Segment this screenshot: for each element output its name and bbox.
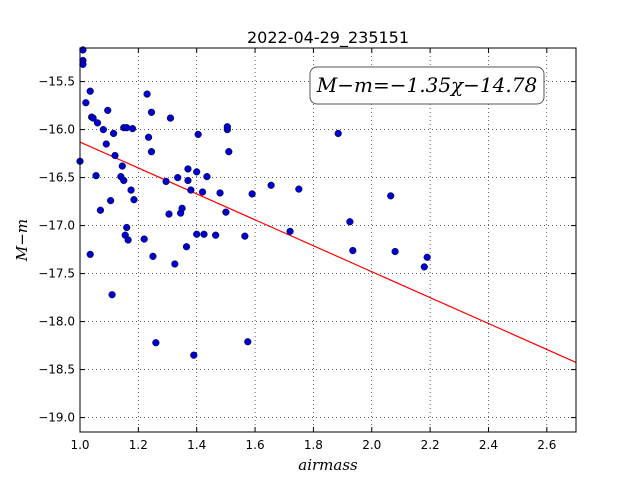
data-point bbox=[99, 126, 107, 134]
data-point bbox=[420, 263, 428, 271]
data-point bbox=[184, 165, 192, 173]
data-point bbox=[346, 218, 354, 226]
data-point bbox=[147, 108, 156, 116]
y-tick-labels: −15.5 −16.0 −16.5 −17.0 −17.5 −18.0 −18.5 −19.0 bbox=[38, 75, 75, 425]
x-tick-label: 1.2 bbox=[129, 438, 148, 452]
y-tick-label: −15.5 bbox=[38, 75, 75, 89]
data-point bbox=[423, 253, 431, 261]
data-point bbox=[248, 190, 256, 198]
data-point bbox=[212, 231, 220, 239]
data-point bbox=[111, 151, 119, 160]
data-point bbox=[194, 130, 202, 139]
x-tick-label: 1.6 bbox=[246, 438, 265, 452]
fit-line bbox=[79, 141, 577, 363]
data-point bbox=[128, 125, 137, 133]
x-tick-label: 2.2 bbox=[421, 438, 440, 452]
data-point bbox=[140, 235, 148, 243]
data-point bbox=[162, 177, 170, 186]
data-point bbox=[89, 114, 97, 122]
fit-line-group bbox=[79, 141, 577, 363]
data-point bbox=[123, 223, 131, 232]
data-point bbox=[120, 176, 128, 185]
x-tick-label: 2.6 bbox=[537, 438, 556, 452]
data-point bbox=[203, 173, 211, 181]
data-point bbox=[82, 99, 90, 107]
data-point bbox=[152, 339, 160, 347]
data-point bbox=[107, 197, 115, 205]
data-point bbox=[124, 236, 132, 244]
data-point bbox=[86, 87, 94, 95]
data-point bbox=[166, 114, 175, 122]
y-tick-label: −19.0 bbox=[38, 411, 75, 425]
data-point bbox=[165, 210, 173, 218]
x-tick-labels: 1.0 1.2 1.4 1.6 1.8 2.0 2.2 2.4 2.6 bbox=[70, 438, 556, 452]
data-point bbox=[198, 188, 207, 196]
data-point bbox=[109, 129, 118, 138]
data-point bbox=[171, 260, 179, 268]
data-point bbox=[144, 133, 153, 141]
y-tick-label: −16.5 bbox=[38, 171, 75, 185]
data-point bbox=[244, 338, 252, 346]
data-point bbox=[295, 185, 303, 193]
data-point bbox=[104, 106, 112, 115]
data-point bbox=[223, 123, 231, 131]
data-point bbox=[182, 243, 191, 251]
data-point bbox=[93, 119, 102, 127]
data-point bbox=[190, 351, 198, 359]
data-point bbox=[79, 60, 87, 68]
data-point bbox=[130, 196, 138, 204]
fit-equation-box: M−m=−1.35χ−14.78 bbox=[309, 66, 545, 105]
fit-equation-text: M−m=−1.35χ−14.78 bbox=[316, 73, 537, 97]
data-points bbox=[76, 46, 431, 359]
data-point bbox=[387, 192, 395, 200]
y-tick-label: −18.5 bbox=[38, 363, 75, 377]
data-point bbox=[216, 189, 224, 197]
data-point bbox=[334, 129, 342, 138]
data-point bbox=[286, 227, 294, 235]
x-tick-label: 2.0 bbox=[362, 438, 381, 452]
x-tick-label: 1.4 bbox=[187, 438, 206, 452]
data-point bbox=[96, 206, 105, 214]
data-point bbox=[349, 246, 357, 255]
data-point bbox=[149, 252, 157, 260]
x-tick-label: 2.4 bbox=[479, 438, 498, 452]
x-tick-label: 1.8 bbox=[304, 438, 323, 452]
data-point bbox=[92, 172, 100, 180]
data-point bbox=[108, 291, 116, 299]
data-point bbox=[187, 186, 195, 194]
data-point bbox=[102, 140, 110, 148]
x-tick-label: 1.0 bbox=[70, 438, 89, 452]
data-point bbox=[86, 250, 94, 259]
y-tick-label: −17.0 bbox=[38, 219, 75, 233]
y-tick-label: −16.0 bbox=[38, 123, 75, 137]
chart-title: 2022-04-29_235151 bbox=[247, 28, 409, 48]
data-point bbox=[143, 90, 151, 98]
data-point bbox=[118, 162, 126, 170]
data-point bbox=[267, 181, 275, 189]
y-tick-label: −17.5 bbox=[38, 267, 75, 281]
y-axis-label: M−m bbox=[13, 219, 31, 262]
data-point bbox=[391, 247, 399, 256]
y-tick-label: −18.0 bbox=[38, 315, 75, 329]
plot-area-frame bbox=[79, 47, 577, 433]
data-point bbox=[222, 208, 230, 216]
data-point bbox=[174, 174, 182, 182]
data-point bbox=[193, 168, 201, 176]
data-point bbox=[200, 230, 208, 238]
data-point bbox=[225, 148, 233, 156]
axis-ticks bbox=[79, 48, 576, 432]
data-point bbox=[147, 148, 156, 156]
data-point bbox=[178, 204, 186, 212]
fit-equation-frame bbox=[309, 66, 545, 105]
x-axis-label: airmass bbox=[298, 456, 358, 474]
data-point bbox=[193, 230, 201, 238]
data-point bbox=[127, 186, 135, 194]
grid-lines bbox=[79, 48, 576, 432]
data-point bbox=[241, 232, 249, 240]
data-point bbox=[184, 176, 192, 185]
